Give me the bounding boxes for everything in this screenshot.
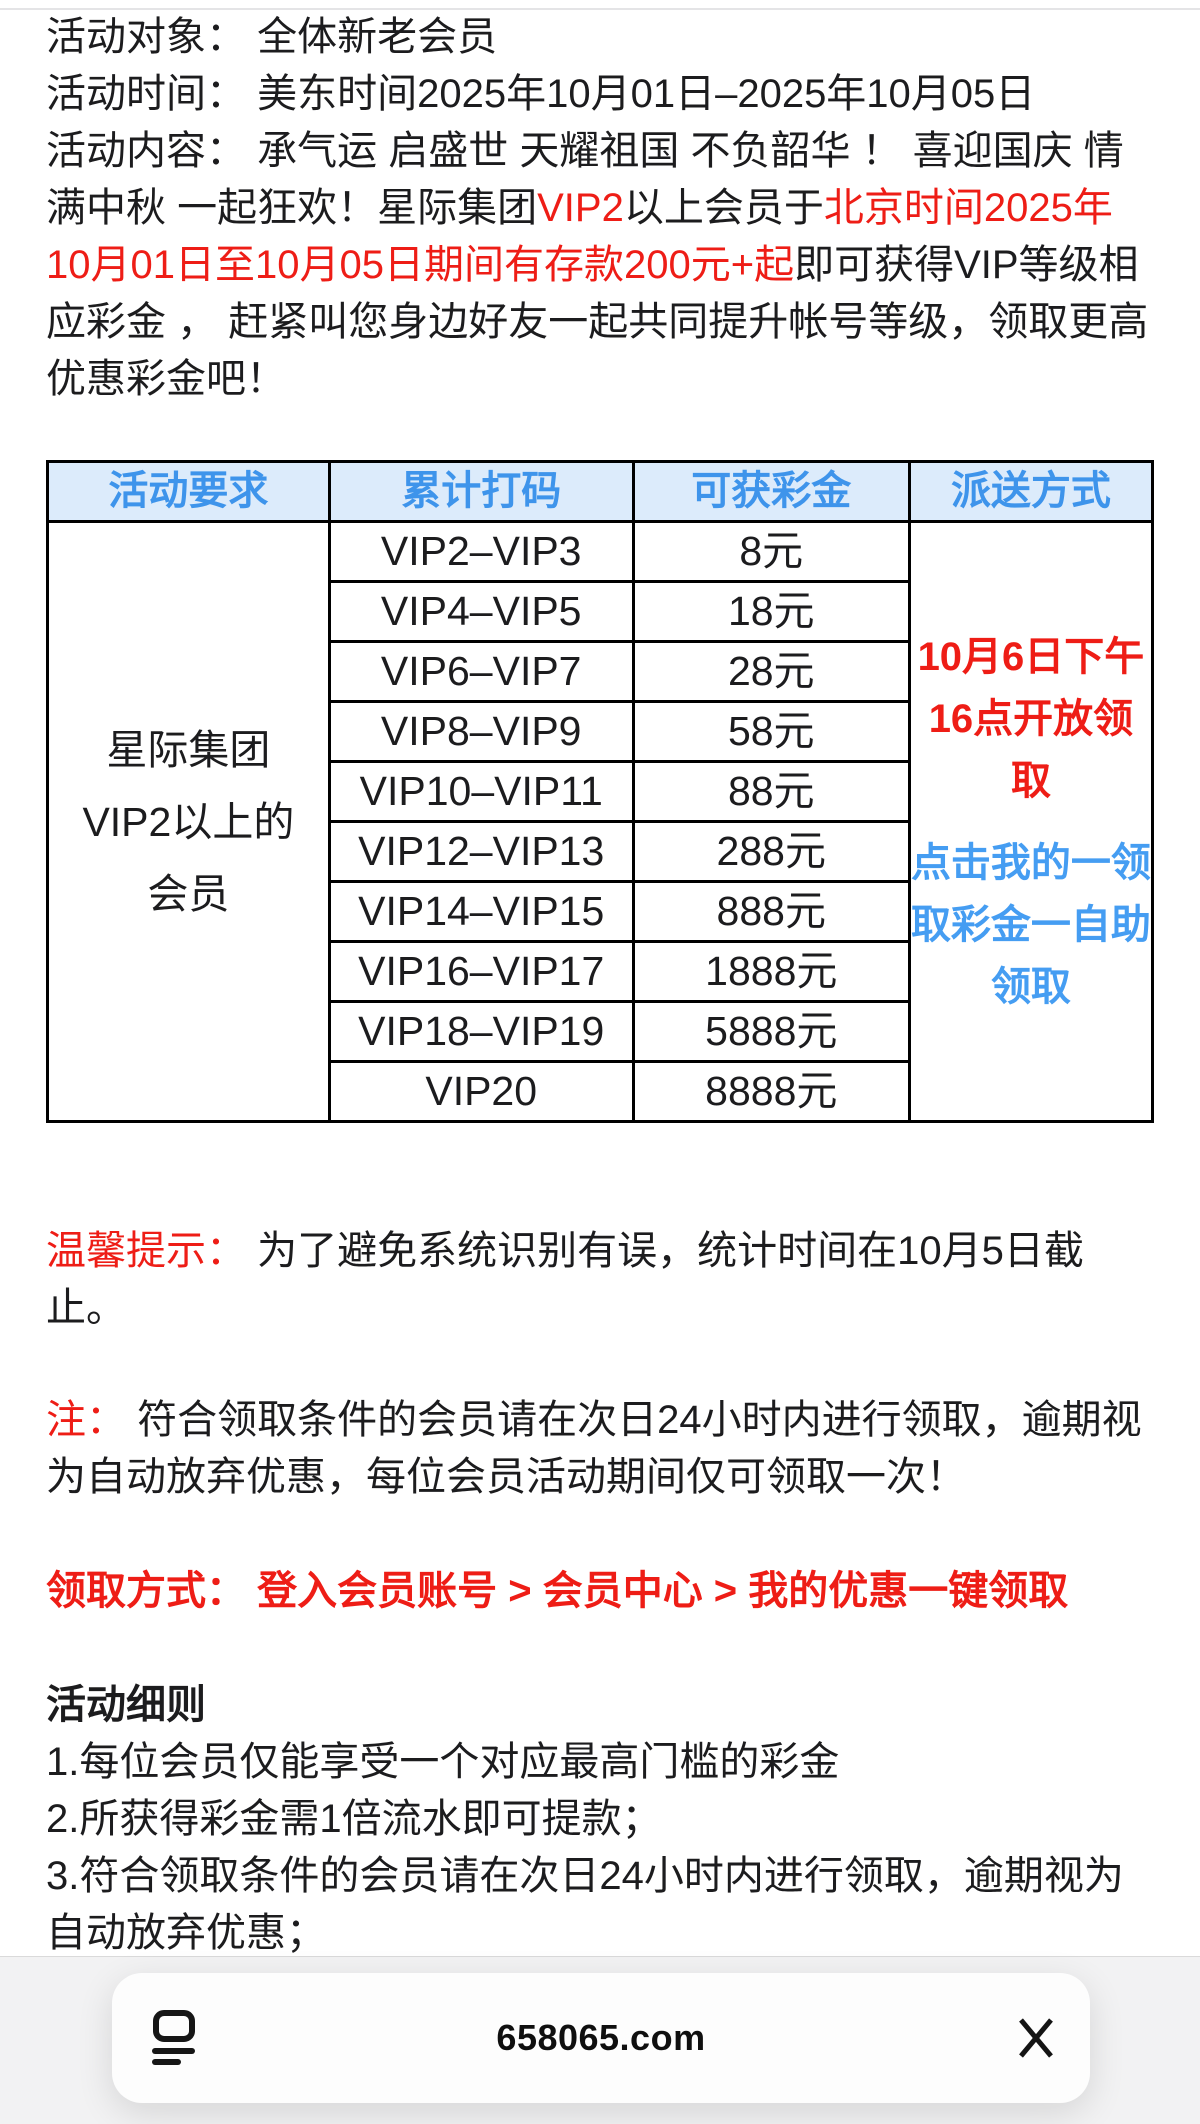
bonus-amount: 8元 — [631, 520, 911, 583]
bonus-amount: 888元 — [631, 880, 911, 943]
activity-target-line: 活动对象： 全体新老会员 — [46, 15, 498, 59]
table-row: VIP6–VIP7 28元 — [48, 640, 1153, 703]
vip-range: VIP20 — [327, 1060, 635, 1123]
bonus-amount: 5888元 — [631, 1000, 911, 1063]
browser-url-bar[interactable]: 658065.com — [112, 1973, 1090, 2103]
vip-bonus-table: 活动要求 累计打码 可获彩金 派送方式 星际集团 VIP2以上的 会员 VIP2… — [46, 460, 1155, 1123]
bonus-amount: 8888元 — [631, 1060, 911, 1123]
content-segment-red: 北京时间2025年10月01日至10月05日期间有存款200元+起 — [46, 186, 1113, 287]
rule-item: 2.所获得彩金需1倍流水即可提款； — [46, 1797, 662, 1841]
activity-time-line: 活动时间： 美东时间2025年10月01日–2025年10月05日 — [46, 72, 1036, 116]
header-activity-requirement: 活动要求 — [46, 460, 331, 523]
url-text: 658065.com — [496, 2017, 706, 2058]
rules-heading: 活动细则 — [46, 1683, 206, 1727]
bonus-amount: 18元 — [631, 580, 911, 643]
tab-overview-icon[interactable] — [152, 2010, 196, 2066]
bonus-amount: 1888元 — [631, 940, 911, 1003]
vip-range: VIP4–VIP5 — [327, 580, 635, 643]
warm-tip-label: 温馨提示： — [46, 1229, 246, 1273]
page-top-divider — [0, 8, 1200, 10]
claim-method-line: 领取方式： 登入会员账号 > 会员中心 > 我的优惠一键领取 — [46, 1569, 1069, 1613]
rule-item: 1.每位会员仅能享受一个对应最高门槛的彩金 — [46, 1740, 840, 1784]
bonus-amount: 288元 — [631, 820, 911, 883]
browser-bottom-overlay: 658065.com — [0, 1956, 1200, 2124]
delivery-open-time: 10月6日下午16点开放领取 — [917, 634, 1145, 803]
table-row: VIP8–VIP9 58元 — [48, 700, 1153, 763]
vip-range: VIP2–VIP3 — [327, 520, 635, 583]
vip-range: VIP18–VIP19 — [327, 1000, 635, 1063]
vip-range: VIP12–VIP13 — [327, 820, 635, 883]
table-row: VIP18–VIP19 5888元 — [48, 1000, 1153, 1063]
vip-range: VIP16–VIP17 — [327, 940, 635, 1003]
note-label: 注： — [46, 1398, 126, 1442]
table-row: VIP4–VIP5 18元 — [48, 580, 1153, 643]
vip-range: VIP14–VIP15 — [327, 880, 635, 943]
delivery-cell: 10月6日下午16点开放领取 点击我的一领取彩金一自助领取 — [907, 520, 1155, 1123]
note-text: 符合领取条件的会员请在次日24小时内进行领取，逾期视为自动放弃优惠，每位会员活动… — [46, 1398, 1142, 1499]
header-cumulative-wager: 累计打码 — [327, 460, 635, 523]
vip-range: VIP6–VIP7 — [327, 640, 635, 703]
content-segment: 活动内容： 承气运 启盛世 天耀祖国 不负韶华 ！ 喜迎国庆 情满中秋 一起狂欢… — [46, 129, 1124, 230]
table-row: VIP12–VIP13 288元 — [48, 820, 1153, 883]
close-icon[interactable] — [1016, 2016, 1056, 2060]
content-segment: 以上会员于 — [623, 186, 824, 230]
requirement-cell: 星际集团 VIP2以上的 会员 — [46, 520, 331, 1123]
table-row: VIP10–VIP11 88元 — [48, 760, 1153, 823]
rule-item: 3.符合领取条件的会员请在次日24小时内进行领取，逾期视为自动放弃优惠； — [46, 1854, 1124, 1955]
vip-range: VIP10–VIP11 — [327, 760, 635, 823]
promo-content: 活动对象： 全体新老会员 活动时间： 美东时间2025年10月01日–2025年… — [46, 9, 1155, 2076]
note-line: 注： 符合领取条件的会员请在次日24小时内进行领取，逾期视为自动放弃优惠，每位会… — [46, 1392, 1154, 1506]
header-bonus: 可获彩金 — [631, 460, 911, 523]
delivery-claim-path: 点击我的一领取彩金一自助领取 — [910, 840, 1151, 1009]
warm-tip-line: 温馨提示： 为了避免系统识别有误，统计时间在10月5日截止。 — [46, 1223, 1154, 1337]
vip-range: VIP8–VIP9 — [327, 700, 635, 763]
table-header-row: 活动要求 累计打码 可获彩金 派送方式 — [46, 460, 1155, 523]
content-segment: 即可获得VIP等级相应彩金 ， 赶紧叫您身边好友一起共同提升帐号等级，领取更高优… — [46, 243, 1149, 401]
table-row: VIP14–VIP15 888元 — [48, 880, 1153, 943]
content-segment-red: VIP2 — [537, 186, 624, 230]
bonus-amount: 28元 — [631, 640, 911, 703]
bonus-amount: 58元 — [631, 700, 911, 763]
bonus-amount: 88元 — [631, 760, 911, 823]
table-row: VIP16–VIP17 1888元 — [48, 940, 1153, 1003]
activity-content-paragraph: 活动内容： 承气运 启盛世 天耀祖国 不负韶华 ！ 喜迎国庆 情满中秋 一起狂欢… — [46, 123, 1154, 408]
table-row: VIP20 8888元 — [48, 1060, 1153, 1123]
warm-tip-text: 为了避免系统识别有误，统计时间在10月5日截止。 — [46, 1229, 1084, 1330]
header-delivery: 派送方式 — [907, 460, 1155, 523]
table-row: 星际集团 VIP2以上的 会员 VIP2–VIP3 8元 10月6日下午16点开… — [46, 520, 1155, 1123]
